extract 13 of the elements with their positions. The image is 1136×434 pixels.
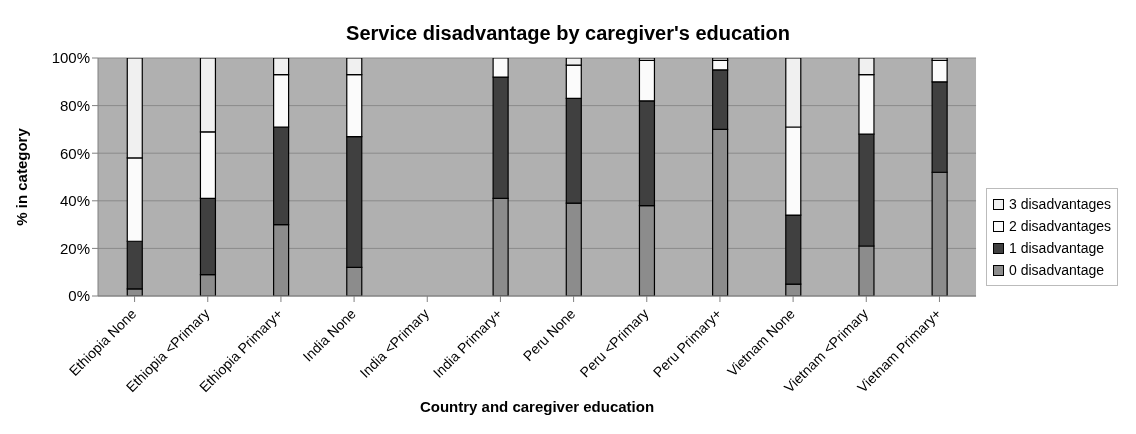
legend-label: 3 disadvantages — [1009, 195, 1111, 214]
legend-label: 2 disadvantages — [1009, 217, 1111, 236]
y-tick-label: 20% — [59, 239, 90, 257]
y-tick-label: 0% — [68, 287, 90, 305]
legend-label: 0 disadvantage — [1009, 261, 1104, 280]
x-axis-title: Country and caregiver education — [419, 398, 655, 415]
y-tick-label: 40% — [59, 192, 90, 210]
y-tick-label: 100% — [51, 49, 90, 67]
y-axis-title: % in category — [13, 127, 31, 226]
chart-title: Service disadvantage by caregiver's education — [345, 21, 791, 46]
y-tick-label: 80% — [59, 96, 90, 114]
y-tick-label: 60% — [59, 144, 90, 162]
legend-label: 1 disadvantage — [1009, 239, 1104, 258]
